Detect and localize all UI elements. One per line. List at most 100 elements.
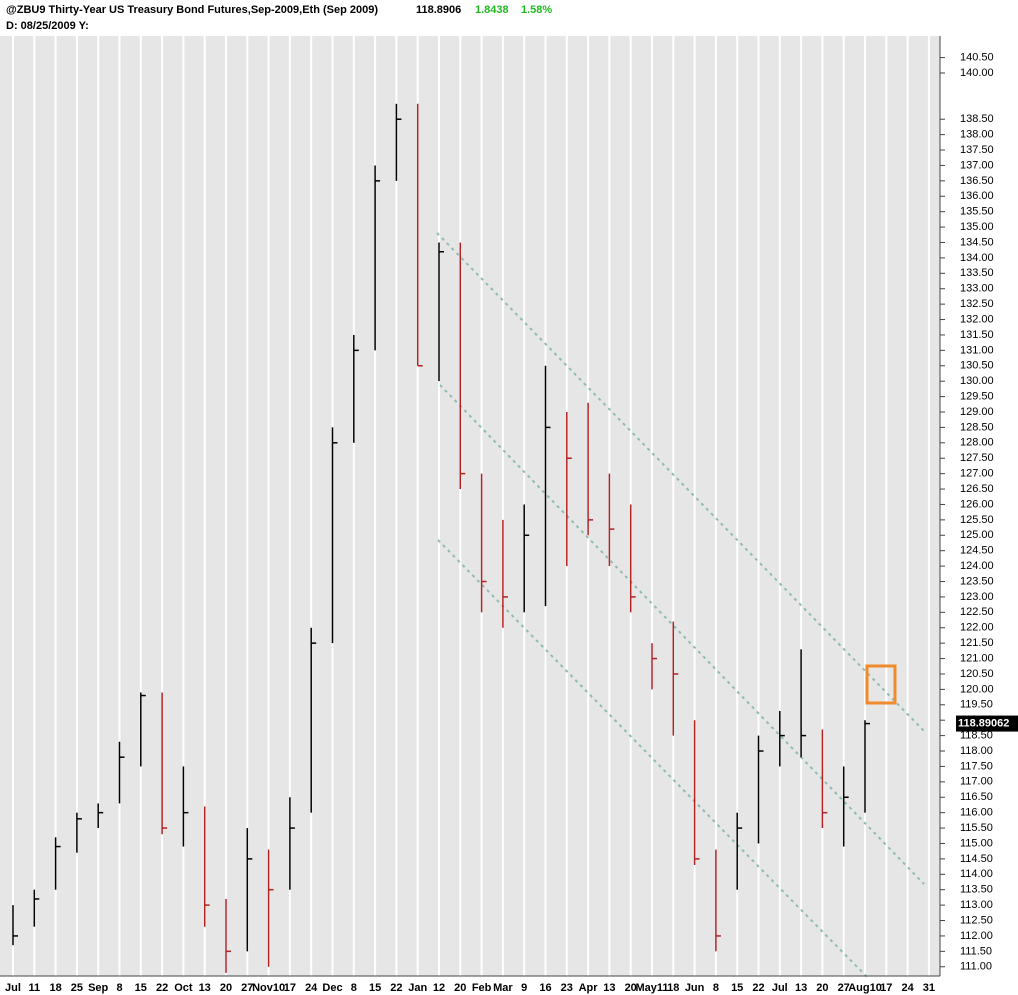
x-tick-label: 15	[135, 982, 147, 994]
y-tick-label: 140.00	[960, 67, 994, 79]
x-tick-label: Feb	[472, 982, 492, 994]
y-tick-label: 112.50	[960, 914, 993, 926]
y-tick-label: 133.50	[960, 267, 994, 279]
x-tick-label: 20	[454, 982, 466, 994]
x-tick-label: 22	[390, 982, 402, 994]
y-tick-label: 128.50	[960, 421, 994, 433]
x-tick-label: May11	[635, 982, 668, 994]
y-tick-label: 116.50	[960, 791, 993, 803]
y-tick-label: 119.50	[960, 699, 993, 711]
y-tick-label: 134.50	[960, 236, 994, 248]
y-tick-label: 113.00	[960, 899, 993, 911]
x-tick-label: 22	[752, 982, 764, 994]
y-tick-label: 127.00	[960, 468, 994, 480]
x-tick-label: 13	[603, 982, 615, 994]
price-bars	[12, 103, 870, 973]
y-tick-label: 131.50	[960, 329, 994, 341]
x-tick-label: 27	[241, 982, 253, 994]
x-tick-label: 13	[795, 982, 807, 994]
x-tick-label: 23	[561, 982, 573, 994]
x-tick-label: 24	[901, 982, 914, 994]
y-tick-label: 120.50	[960, 668, 994, 680]
y-tick-label: 113.50	[960, 884, 993, 896]
x-tick-label: Oct	[174, 982, 193, 994]
x-tick-label: 12	[433, 982, 445, 994]
y-tick-label: 135.00	[960, 221, 994, 233]
x-tick-label: Jan	[408, 982, 427, 994]
y-tick-label: 129.50	[960, 390, 994, 402]
x-tick-label: 17	[880, 982, 892, 994]
y-tick-label: 124.00	[960, 560, 994, 572]
y-tick-label: 112.00	[960, 930, 993, 942]
symbol-title: @ZBU9 Thirty-Year US Treasury Bond Futur…	[6, 4, 378, 16]
y-tick-label: 117.50	[960, 760, 993, 772]
y-tick-label: 122.50	[960, 606, 994, 618]
last-price-box	[956, 715, 1018, 732]
plot-area	[0, 36, 940, 976]
y-tick-label: 116.00	[960, 807, 993, 819]
y-tick-label: 123.50	[960, 575, 994, 587]
y-tick-label: 118.00	[960, 745, 993, 757]
y-tick-label: 120.00	[960, 683, 994, 695]
y-tick-label: 125.00	[960, 529, 994, 541]
x-tick-label: 20	[220, 982, 232, 994]
y-tick-label: 128.00	[960, 437, 994, 449]
y-tick-label: 136.50	[960, 175, 994, 187]
info-line: D: 08/25/2009 Y:	[6, 20, 89, 32]
x-tick-label: 8	[116, 982, 122, 994]
change-percent: 1.58%	[521, 4, 552, 16]
y-tick-label: 123.00	[960, 591, 994, 603]
x-tick-label: 20	[625, 982, 637, 994]
y-tick-label: 137.50	[960, 144, 994, 156]
x-tick-label: Jun	[685, 982, 705, 994]
y-tick-label: 126.50	[960, 483, 994, 495]
y-tick-label: 138.00	[960, 129, 994, 141]
y-tick-label: 130.50	[960, 360, 994, 372]
y-tick-label: 121.50	[960, 637, 994, 649]
x-tick-label: 25	[71, 982, 83, 994]
x-tick-label: 18	[49, 982, 61, 994]
x-tick-label: Jul	[772, 982, 788, 994]
x-tick-label: 8	[713, 982, 719, 994]
y-tick-label: 111.00	[960, 961, 992, 973]
x-tick-label: Mar	[493, 982, 513, 994]
y-tick-label: 132.50	[960, 298, 994, 310]
y-tick-label: 130.00	[960, 375, 994, 387]
x-tick-label: 17	[284, 982, 296, 994]
x-tick-label: Aug10	[848, 982, 882, 994]
last-price: 118.8906	[416, 4, 461, 16]
y-tick-label: 127.50	[960, 452, 994, 464]
trend-channel	[436, 232, 925, 979]
x-tick-label: 13	[199, 982, 211, 994]
x-tick-label: 8	[351, 982, 357, 994]
y-tick-label: 114.50	[960, 853, 993, 865]
x-tick-label: 18	[667, 982, 679, 994]
y-tick-label: 114.00	[960, 868, 993, 880]
y-tick-label: 124.50	[960, 545, 994, 557]
x-tick-label: 11	[28, 982, 40, 994]
change: 1.8438	[475, 4, 509, 16]
x-tick-label: 22	[156, 982, 168, 994]
y-tick-label: 132.00	[960, 313, 994, 325]
y-tick-label: 136.00	[960, 190, 994, 202]
highlight-box	[865, 664, 897, 705]
y-tick-label: 115.00	[960, 837, 993, 849]
x-tick-label: 24	[305, 982, 318, 994]
y-tick-label: 122.00	[960, 622, 994, 634]
y-tick-label: 138.50	[960, 113, 994, 125]
x-tick-label: Apr	[579, 982, 599, 994]
x-tick-label: Sep	[88, 982, 108, 994]
y-tick-label: 137.00	[960, 159, 994, 171]
x-tick-label: 9	[521, 982, 527, 994]
x-tick-label: 31	[923, 982, 935, 994]
y-tick-label: 134.00	[960, 252, 994, 264]
x-tick-label: 16	[539, 982, 551, 994]
last-price-label: 118.89062	[958, 717, 1009, 729]
y-tick-label: 111.50	[960, 945, 992, 957]
y-tick-label: 140.50	[960, 51, 994, 63]
y-tick-label: 131.00	[960, 344, 994, 356]
y-tick-label: 135.50	[960, 206, 994, 218]
y-tick-label: 126.00	[960, 498, 994, 510]
